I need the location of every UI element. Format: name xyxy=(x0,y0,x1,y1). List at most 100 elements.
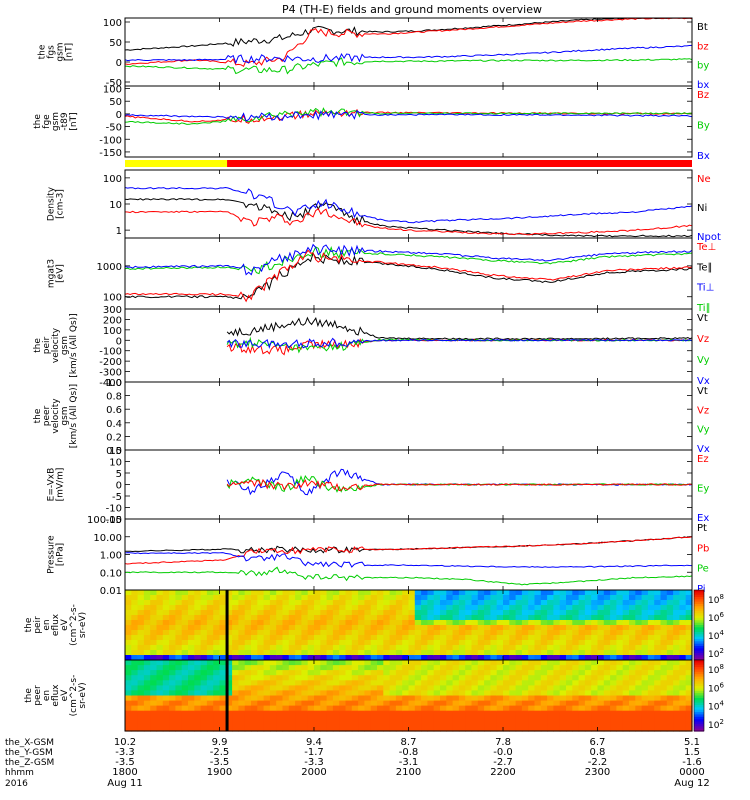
heatmap-cell xyxy=(402,590,410,596)
heatmap-cell xyxy=(540,600,548,606)
heatmap-cell xyxy=(427,705,435,712)
colorbar-cell xyxy=(694,660,704,663)
heatmap-cell xyxy=(156,590,164,596)
heatmap-cell xyxy=(679,620,687,626)
heatmap-cell xyxy=(351,610,359,616)
heatmap-cell xyxy=(610,610,617,616)
heatmap-cell xyxy=(408,715,416,722)
heatmap-cell xyxy=(641,715,649,722)
legend-label: Vt xyxy=(697,313,708,324)
heatmap-cell xyxy=(484,670,491,676)
heatmap-cell xyxy=(137,625,145,631)
heatmap-cell xyxy=(547,605,554,611)
heatmap-cell xyxy=(572,715,580,722)
heatmap-cell xyxy=(521,725,529,732)
heatmap-cell xyxy=(314,690,321,697)
ytick-label: 100.00 xyxy=(87,515,122,526)
heatmap-cell xyxy=(534,645,542,651)
heatmap-cell xyxy=(125,665,132,671)
heatmap-cell xyxy=(484,660,491,666)
heatmap-cell xyxy=(307,600,315,606)
heatmap-cell xyxy=(528,670,536,676)
heatmap-cell xyxy=(647,710,655,717)
heatmap-cell xyxy=(490,705,498,712)
heatmap-cell xyxy=(370,595,378,601)
heatmap-cell xyxy=(660,650,668,656)
heatmap-cell xyxy=(509,600,517,606)
heatmap-cell xyxy=(377,600,384,606)
heatmap-cell xyxy=(263,655,271,661)
heatmap-cell xyxy=(666,670,674,676)
heatmap-cell xyxy=(181,635,189,641)
heatmap-cell xyxy=(584,600,592,606)
heatmap-cell xyxy=(660,715,668,722)
heatmap-cell xyxy=(156,645,164,651)
heatmap-cell xyxy=(641,690,649,697)
heatmap-cell xyxy=(213,700,221,707)
heatmap-cell xyxy=(578,645,586,651)
heatmap-cell xyxy=(213,600,221,606)
heatmap-cell xyxy=(169,660,176,666)
heatmap-cell xyxy=(490,620,498,626)
heatmap-cell xyxy=(150,615,158,621)
heatmap-cell xyxy=(603,650,611,656)
heatmap-cell xyxy=(219,615,227,621)
heatmap-cell xyxy=(471,725,479,732)
heatmap-cell xyxy=(188,645,195,651)
heatmap-cell xyxy=(414,595,422,601)
xtick-label: -3.5 xyxy=(115,757,135,768)
heatmap-cell xyxy=(408,670,416,676)
heatmap-cell xyxy=(257,610,265,616)
heatmap-cell xyxy=(477,620,485,626)
heatmap-cell xyxy=(673,725,680,732)
heatmap-cell xyxy=(389,675,397,681)
heatmap-cell xyxy=(314,640,321,646)
heatmap-cell xyxy=(282,650,290,656)
heatmap-cell xyxy=(578,705,586,712)
heatmap-cell xyxy=(326,710,334,717)
heatmap-cell xyxy=(263,715,271,722)
heatmap-cell xyxy=(553,605,561,611)
heatmap-cell xyxy=(137,670,145,676)
heatmap-cell xyxy=(188,605,195,611)
heatmap-cell xyxy=(654,685,662,692)
heatmap-cell xyxy=(534,705,542,712)
heatmap-cell xyxy=(238,625,246,631)
heatmap-cell xyxy=(125,650,132,656)
heatmap-cell xyxy=(566,675,573,681)
heatmap-cell xyxy=(282,695,290,702)
heatmap-cell xyxy=(666,680,674,686)
heatmap-cell xyxy=(559,655,567,661)
heatmap-cell xyxy=(314,605,321,611)
heatmap-cell xyxy=(181,670,189,676)
heatmap-cell xyxy=(339,670,347,676)
heatmap-cell xyxy=(534,720,542,727)
heatmap-cell xyxy=(301,615,309,621)
heatmap-cell xyxy=(314,665,321,671)
heatmap-cell xyxy=(566,660,573,666)
heatmap-cell xyxy=(395,720,403,727)
heatmap-cell xyxy=(471,595,479,601)
heatmap-cell xyxy=(326,660,334,666)
ylabel-line: the xyxy=(38,44,48,59)
heatmap-cell xyxy=(528,635,536,641)
legend-label: Ez xyxy=(697,454,709,465)
heatmap-cell xyxy=(238,600,246,606)
heatmap-cell xyxy=(654,615,662,621)
heatmap-cell xyxy=(685,635,693,641)
heatmap-cell xyxy=(370,610,378,616)
ytick-label: 100 xyxy=(103,326,122,337)
heatmap-cell xyxy=(496,680,504,686)
heatmap-cell xyxy=(150,600,158,606)
heatmap-cell xyxy=(181,710,189,717)
legend-label: Bt xyxy=(697,22,708,33)
xtick-label: Aug 11 xyxy=(107,778,142,789)
heatmap-cell xyxy=(131,650,139,656)
heatmap-cell xyxy=(188,720,195,727)
heatmap-cell xyxy=(131,610,139,616)
heatmap-cell xyxy=(332,665,340,671)
ytick-label: -5 xyxy=(112,492,122,503)
panel-frame xyxy=(124,381,693,451)
heatmap-cell xyxy=(471,640,479,646)
heatmap-cell xyxy=(206,680,214,686)
